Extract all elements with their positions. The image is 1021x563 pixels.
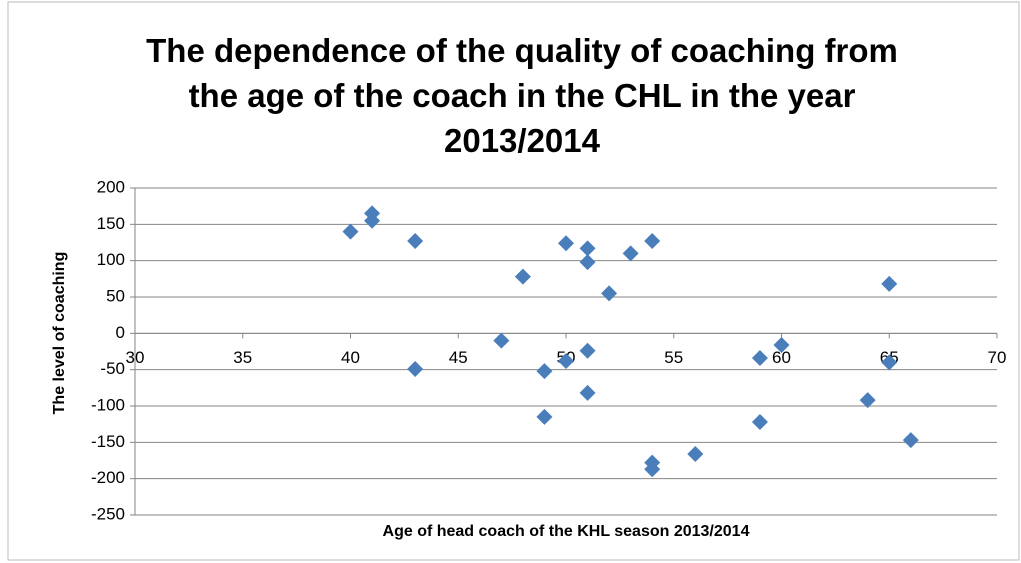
point [579, 384, 596, 401]
y-tick-label: -50 [100, 359, 125, 378]
point [536, 363, 553, 380]
point [902, 432, 919, 449]
point [579, 342, 596, 359]
y-axis-title: The level of coaching [51, 252, 68, 415]
y-tick-label: -200 [91, 468, 125, 487]
y-tick-label: -250 [91, 504, 125, 523]
y-tick-label: 200 [97, 177, 125, 196]
frame [7, 1, 1020, 561]
point [579, 240, 596, 257]
y-tick-label: -150 [91, 432, 125, 451]
point [364, 212, 381, 229]
x-tick-label: 40 [341, 348, 360, 367]
x-tick-label: 45 [449, 348, 468, 367]
point [493, 332, 510, 349]
point [579, 254, 596, 271]
x-axis-title: Age of head coach of the KHL season 2013… [383, 523, 750, 540]
point [644, 233, 661, 250]
point [536, 408, 553, 425]
x-tick-label: 70 [988, 348, 1007, 367]
point [514, 268, 531, 285]
point [558, 352, 574, 369]
point [622, 245, 639, 262]
point [342, 223, 359, 240]
x-tick-label: 55 [664, 348, 683, 367]
point [601, 285, 618, 302]
x-tick-label: 30 [126, 348, 145, 367]
x-tick-label: 35 [233, 348, 252, 367]
chart-title: The dependence of the quality of coachin… [146, 32, 898, 159]
point [881, 275, 898, 292]
point [751, 413, 768, 430]
point [881, 354, 898, 371]
point [773, 336, 790, 353]
x-tick-label: 60 [772, 348, 791, 367]
point [687, 445, 704, 462]
point [407, 233, 424, 250]
point [407, 360, 424, 377]
y-tick-label: 100 [97, 250, 125, 269]
point [558, 235, 574, 252]
y-tick-label: 150 [97, 214, 125, 233]
point [859, 392, 876, 409]
point [751, 350, 768, 367]
y-tick-label: -100 [91, 395, 125, 414]
point [644, 461, 661, 478]
y-tick-label: 50 [106, 286, 125, 305]
y-tick-label: 0 [116, 323, 125, 342]
